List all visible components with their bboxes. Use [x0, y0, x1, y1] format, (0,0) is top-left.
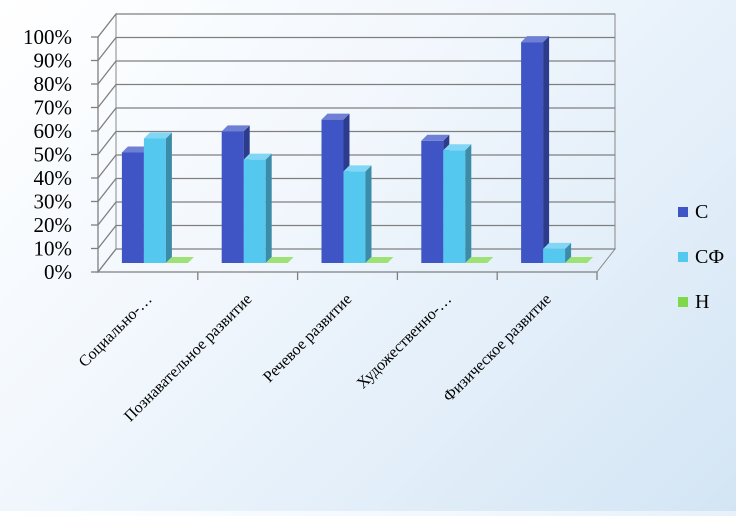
y-tick-label: 80%	[34, 72, 73, 96]
bar-top	[165, 257, 194, 263]
bar-side	[543, 36, 550, 263]
y-tick-label: 40%	[34, 166, 73, 190]
bar-top	[521, 36, 550, 43]
x-category-label: Физическое развитие	[440, 291, 555, 406]
bar-side	[265, 153, 272, 263]
bar-top	[221, 125, 250, 132]
y-tick-label: 90%	[34, 49, 73, 73]
legend-label: Н	[695, 291, 709, 313]
bar-СФ-0	[143, 132, 172, 263]
bar-top	[343, 165, 372, 172]
bars	[121, 36, 594, 264]
bar-С-4	[521, 36, 550, 263]
bar-Н-1	[265, 257, 294, 263]
bar-Н-4	[565, 257, 594, 263]
gridline	[97, 60, 615, 85]
legend: С СФ Н	[678, 201, 724, 313]
gridline	[97, 107, 615, 132]
bar-top	[365, 257, 394, 263]
bar-front	[443, 150, 466, 263]
bar-Н-3	[465, 257, 494, 263]
y-tick-label: 10%	[34, 237, 73, 261]
legend-swatch	[678, 207, 688, 217]
bar-front	[221, 131, 244, 263]
y-tick-label: 20%	[34, 213, 73, 237]
bar-side	[365, 165, 372, 263]
bar-front	[343, 171, 366, 263]
bar-front	[143, 138, 166, 263]
bar-side	[165, 132, 172, 263]
gridline	[97, 36, 615, 61]
legend-label: СФ	[695, 246, 724, 268]
bar-top	[543, 242, 572, 249]
bar-top	[443, 144, 472, 151]
y-tick-label: 0%	[44, 260, 72, 284]
bar-Н-0	[165, 257, 194, 263]
bar-top	[465, 257, 494, 263]
bar-front	[121, 152, 144, 263]
y-axis-ticks: 0%10%20%30%40%50%60%70%80%90%100%	[23, 25, 72, 284]
bar-side	[465, 144, 472, 263]
y-tick-label: 50%	[34, 143, 73, 167]
legend-label: С	[695, 201, 708, 223]
legend-swatch	[678, 252, 688, 262]
y-tick-label: 30%	[34, 190, 73, 214]
x-axis-labels: Социально-…Познавательное развитие Речево…	[76, 291, 555, 425]
x-category-label: Художественно-…	[354, 291, 455, 392]
x-category-label: Речевое развитие	[260, 291, 355, 386]
legend-item: СФ	[678, 246, 724, 268]
legend-swatch	[678, 297, 688, 307]
gridline	[97, 13, 615, 38]
bar-СФ-1	[243, 153, 272, 263]
bar-top	[121, 146, 150, 153]
bar-side	[565, 242, 572, 263]
bar-СФ-2	[343, 165, 372, 263]
bar-front	[421, 140, 444, 263]
y-tick-label: 60%	[34, 119, 73, 143]
bar-top	[321, 113, 350, 120]
bar-top	[143, 132, 172, 139]
bar-top	[243, 153, 272, 160]
gridlines	[91, 13, 615, 280]
bar-top	[421, 134, 450, 141]
gridline	[97, 83, 615, 108]
legend-item: С	[678, 201, 708, 223]
bar-front	[243, 159, 266, 263]
bar-front	[321, 119, 344, 264]
legend-item: Н	[678, 291, 709, 313]
gridline	[97, 130, 615, 155]
bar-front	[543, 248, 566, 263]
bar-СФ-3	[443, 144, 472, 263]
bar-top	[265, 257, 294, 263]
bar-СФ-4	[543, 242, 572, 263]
bar-front	[521, 42, 544, 263]
y-tick-label: 100%	[23, 25, 72, 49]
bar-Н-2	[365, 257, 394, 263]
bar-top	[565, 257, 594, 263]
y-tick-label: 70%	[34, 96, 73, 120]
x-category-label: Социально-…	[76, 291, 156, 371]
